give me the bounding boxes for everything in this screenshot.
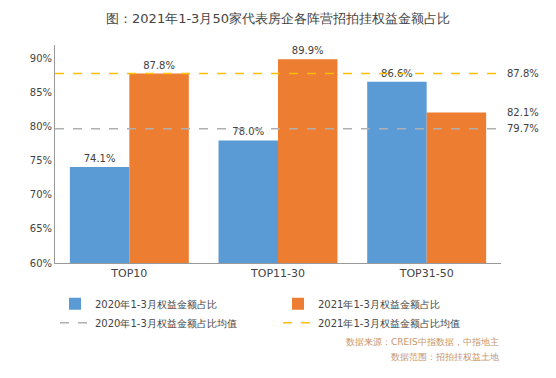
svg-text:60%: 60%	[30, 258, 52, 269]
svg-text:2021年1-3月权益金额占比均值: 2021年1-3月权益金额占比均值	[318, 318, 460, 329]
svg-text:87.8%: 87.8%	[507, 68, 539, 79]
svg-text:数据范围：招拍挂权益土地: 数据范围：招拍挂权益土地	[391, 352, 499, 362]
svg-text:数据来源：CREIS中指数据，中指地主: 数据来源：CREIS中指数据，中指地主	[346, 337, 499, 347]
svg-text:2021年1-3月权益金额占比: 2021年1-3月权益金额占比	[318, 299, 440, 310]
svg-text:85%: 85%	[30, 87, 52, 98]
svg-text:TOP11-30: TOP11-30	[250, 267, 305, 280]
svg-text:图：2021年1-3月50家代表房企各阵营招拍挂权益金额占比: 图：2021年1-3月50家代表房企各阵营招拍挂权益金额占比	[106, 11, 450, 26]
svg-text:2020年1-3月权益金额占比均值: 2020年1-3月权益金额占比均值	[95, 318, 237, 329]
svg-text:74.1%: 74.1%	[84, 153, 116, 164]
svg-text:78.0%: 78.0%	[232, 126, 264, 137]
svg-text:80%: 80%	[30, 121, 52, 132]
svg-text:70%: 70%	[30, 189, 52, 200]
svg-text:2020年1-3月权益金额占比: 2020年1-3月权益金额占比	[95, 299, 217, 310]
svg-text:79.7%: 79.7%	[507, 123, 539, 134]
svg-text:90%: 90%	[30, 53, 52, 64]
svg-text:TOP10: TOP10	[110, 267, 147, 280]
svg-text:87.8%: 87.8%	[143, 60, 175, 71]
svg-text:65%: 65%	[30, 223, 52, 234]
svg-text:TOP31-50: TOP31-50	[399, 267, 454, 280]
svg-text:75%: 75%	[30, 155, 52, 166]
svg-text:82.1%: 82.1%	[507, 107, 539, 118]
svg-text:86.6%: 86.6%	[381, 68, 413, 79]
svg-text:89.9%: 89.9%	[292, 45, 324, 56]
